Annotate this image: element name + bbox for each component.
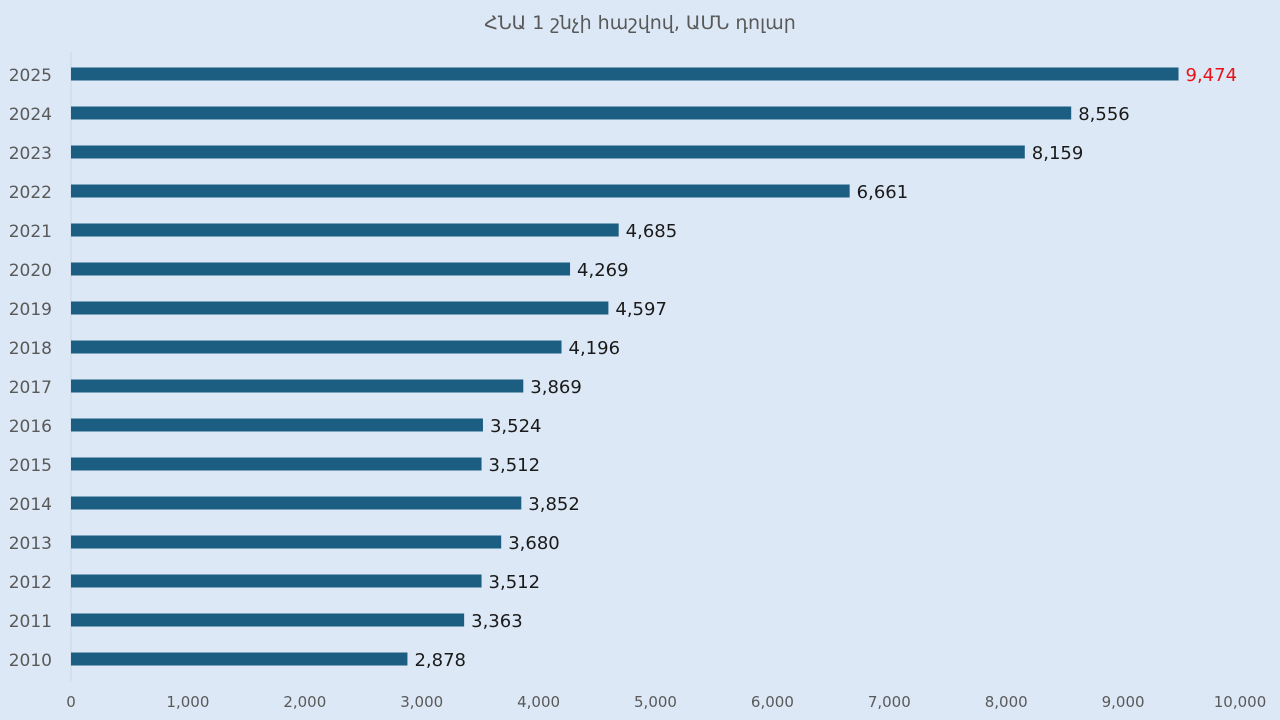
bar — [71, 574, 482, 588]
category-label: 2015 — [9, 456, 52, 476]
bar — [71, 340, 562, 354]
bar — [71, 67, 1179, 81]
data-label: 4,196 — [569, 338, 621, 359]
category-label: 2019 — [9, 300, 52, 320]
data-label: 3,524 — [490, 416, 542, 437]
x-tick-label: 7,000 — [868, 693, 911, 711]
bar — [71, 379, 524, 393]
category-label: 2014 — [9, 495, 52, 515]
category-label: 2012 — [9, 573, 52, 593]
bar — [71, 535, 502, 549]
x-tick-label: 0 — [66, 693, 76, 711]
data-label: 3,512 — [489, 455, 541, 476]
category-label: 2024 — [9, 105, 52, 125]
data-label: 3,680 — [508, 533, 560, 554]
data-label: 9,474 — [1186, 65, 1238, 86]
chart-title: ՀՆԱ 1 շնչի հաշվով, ԱՄՆ դոլար — [484, 12, 796, 34]
data-label: 3,512 — [489, 572, 541, 593]
category-label: 2018 — [9, 339, 52, 359]
category-label: 2010 — [9, 651, 52, 671]
data-label: 2,878 — [414, 650, 466, 671]
category-label: 2022 — [9, 183, 52, 203]
category-label: 2016 — [9, 417, 52, 437]
data-label: 8,556 — [1078, 104, 1130, 125]
bar — [71, 613, 465, 627]
bar — [71, 301, 609, 315]
data-label: 8,159 — [1032, 143, 1084, 164]
bar — [71, 457, 482, 471]
bar — [71, 418, 483, 432]
category-label: 2011 — [9, 612, 52, 632]
category-label: 2021 — [9, 222, 52, 242]
bar — [71, 223, 619, 237]
x-tick-label: 2,000 — [283, 693, 326, 711]
data-label: 4,597 — [615, 299, 667, 320]
bar — [71, 262, 571, 276]
x-tick-label: 4,000 — [517, 693, 560, 711]
category-label: 2013 — [9, 534, 52, 554]
bar — [71, 145, 1025, 159]
x-tick-label: 9,000 — [1102, 693, 1145, 711]
data-label: 4,269 — [577, 260, 629, 281]
bar — [71, 652, 408, 666]
bar — [71, 106, 1072, 120]
data-label: 4,685 — [626, 221, 678, 242]
category-label: 2020 — [9, 261, 52, 281]
data-label: 6,661 — [857, 182, 909, 203]
category-label: 2017 — [9, 378, 52, 398]
category-label: 2023 — [9, 144, 52, 164]
data-label: 3,852 — [528, 494, 580, 515]
x-tick-label: 3,000 — [400, 693, 443, 711]
x-tick-label: 8,000 — [985, 693, 1028, 711]
data-label: 3,363 — [471, 611, 523, 632]
x-tick-label: 10,000 — [1214, 693, 1267, 711]
bar — [71, 184, 850, 198]
data-label: 3,869 — [530, 377, 582, 398]
x-tick-label: 1,000 — [166, 693, 209, 711]
x-tick-label: 5,000 — [634, 693, 677, 711]
bar — [71, 496, 522, 510]
x-tick-label: 6,000 — [751, 693, 794, 711]
category-label: 2025 — [9, 66, 52, 86]
